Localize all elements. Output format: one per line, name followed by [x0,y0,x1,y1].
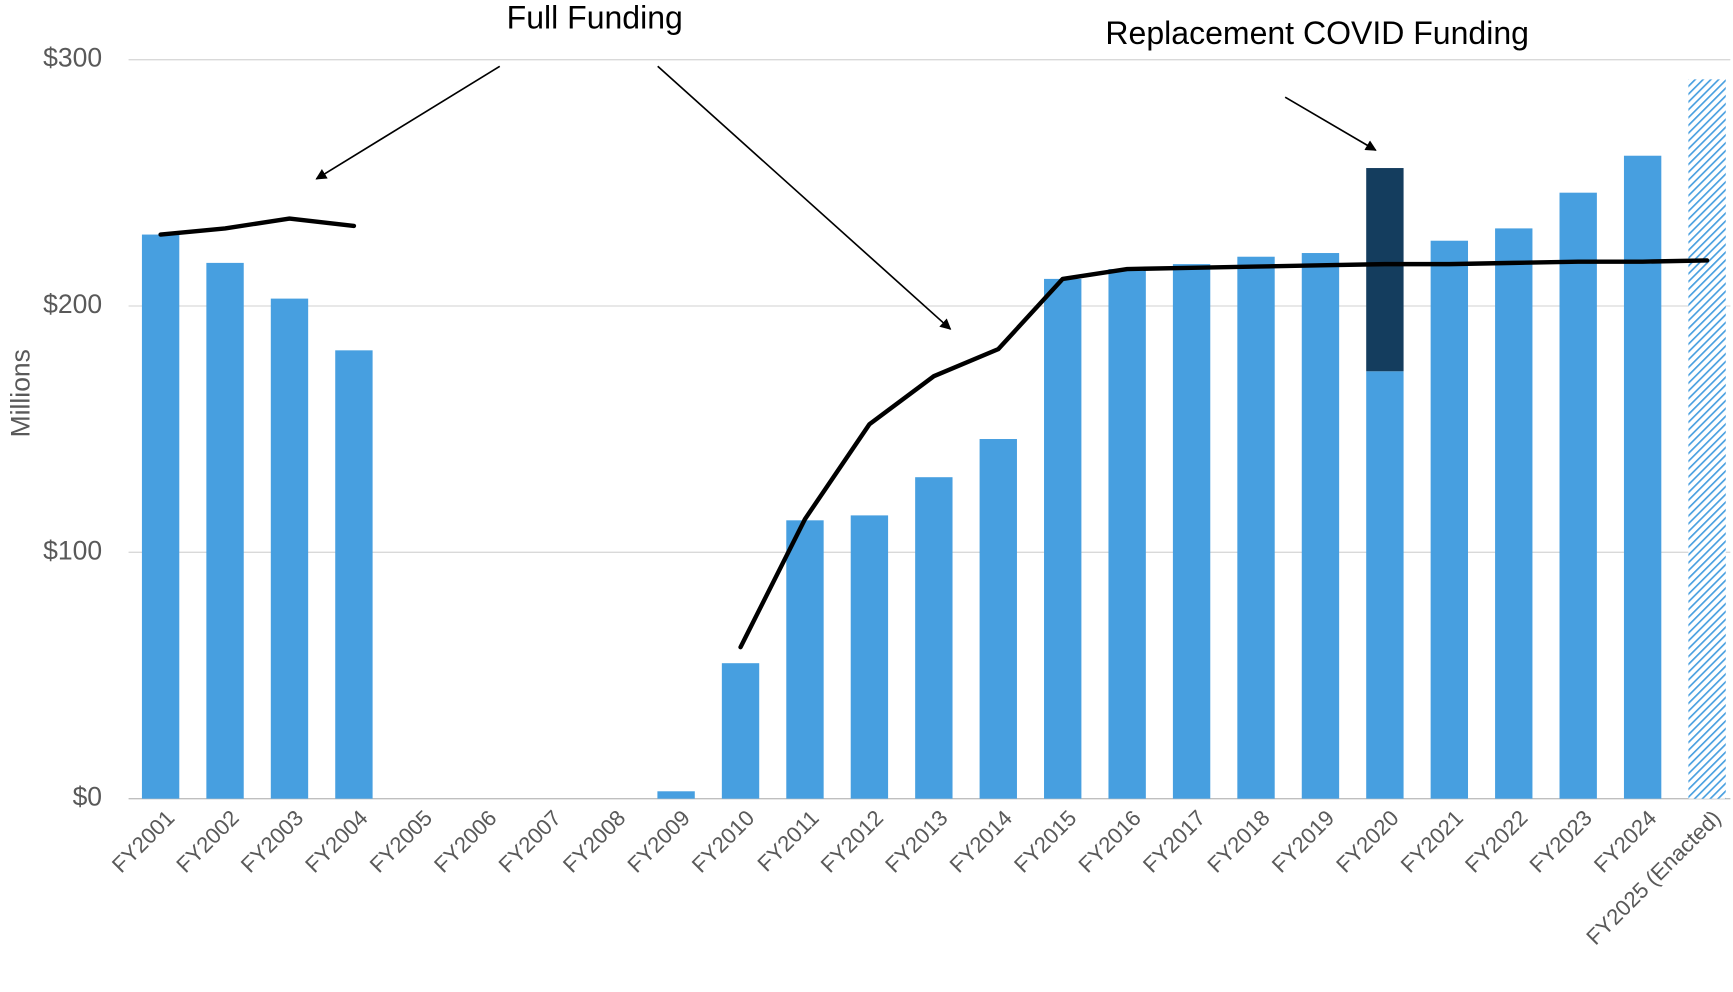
x-tick-label: FY2015 [1009,805,1081,877]
x-tick-label: FY2003 [236,805,308,877]
bar [786,520,824,799]
x-tick-label: FY2009 [622,805,694,877]
annotation: Full Funding [507,0,683,35]
x-tick-label: FY2001 [107,805,179,877]
x-tick-label: FY2022 [1460,805,1532,877]
y-tick-label: $200 [43,289,102,319]
bar [1366,168,1404,372]
bar [206,262,244,799]
bar [1495,228,1533,799]
bar [657,791,695,799]
x-tick-label: FY2023 [1525,805,1597,877]
y-axis-label: Millions [6,349,36,437]
arrows [315,65,1377,330]
x-tick-label: FY2014 [945,805,1017,877]
bar [1623,155,1662,799]
arrow [1284,96,1377,151]
x-tick-label: FY2021 [1396,805,1468,877]
x-tick-label: FY2020 [1331,805,1403,877]
x-tick-label: FY2008 [558,805,630,877]
bar [1301,253,1340,799]
x-tick-label: FY2011 [752,805,823,876]
bar [1430,240,1469,799]
x-tick-label: FY2016 [1073,805,1145,877]
bar [979,439,1017,799]
x-tick-label: FY2006 [429,805,501,877]
line [158,216,357,237]
bar [850,515,889,799]
arrow [315,65,501,180]
bar [721,663,760,799]
plot: $0$100$200$300FY2001FY2002FY2003FY2004FY… [43,43,1731,950]
bar [270,298,309,799]
y-tick-label: $100 [43,535,102,565]
x-tick-label: FY2005 [365,805,437,877]
x-tick-label: FY2010 [687,805,759,877]
bar [141,234,180,799]
x-tick-label: FY2017 [1138,805,1210,877]
bar [1559,192,1597,799]
bar [915,477,953,799]
x-tick-label: FY2013 [880,805,952,877]
bar [1366,371,1404,799]
x-tick-label: FY2004 [300,805,372,877]
x-tick-label: FY2012 [816,805,888,877]
x-tick-label: FY2002 [171,805,243,877]
bar [1237,256,1275,799]
bar [1688,79,1726,799]
bar [1108,269,1146,799]
bar [1044,278,1082,799]
y-tick-label: $0 [73,782,102,812]
bar [335,350,373,799]
annotation: Replacement COVID Funding [1105,15,1529,51]
x-tick-label: FY2019 [1267,805,1339,877]
x-tick-label: FY2007 [494,805,566,877]
arrow [657,65,952,330]
y-tick-label: $300 [43,43,102,73]
x-tick-label: FY2018 [1202,805,1274,877]
bar [1172,264,1211,799]
line [738,258,1710,650]
